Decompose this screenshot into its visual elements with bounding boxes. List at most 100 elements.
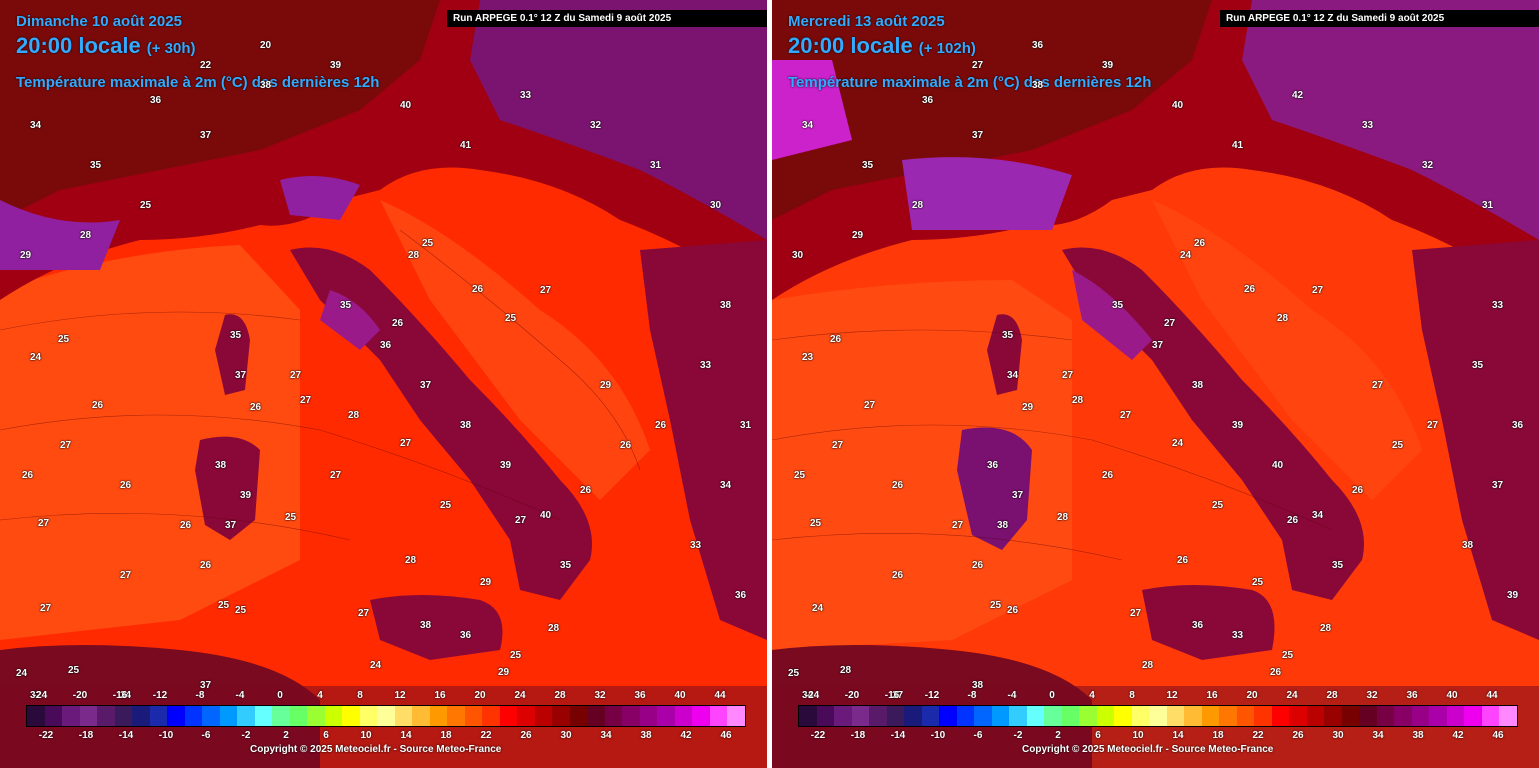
land-balkan-coast [1412,240,1539,640]
sea-temp-label: 27 [300,395,312,406]
land-temp-label: 34 [1007,370,1019,381]
scale-swatch [1306,706,1324,726]
land-balkans-hot [470,0,767,240]
scale-tick-label: -8 [195,690,205,701]
scale-tick-label: -24 [32,690,48,701]
sea-temp-label: 26 [1177,555,1189,566]
scale-tick-label: 12 [394,690,406,701]
sea-temp-label: 27 [540,285,552,296]
scale-swatch [904,706,922,726]
sea-temp-label: 27 [60,440,72,451]
scale-swatch [974,706,992,726]
scale-swatch [1429,706,1447,726]
sea-temp-label: 28 [548,623,560,634]
run-info: Run ARPEGE 0.1° 12 Z du Samedi 9 août 20… [1220,10,1539,27]
scale-tick-label: -12 [924,690,940,701]
sea-patch-adriatic [1152,200,1422,500]
sea-temp-label: 25 [990,600,1002,611]
scale-tick-label: -10 [930,730,946,741]
scale-swatch [132,706,150,726]
scale-tick-label: 16 [1206,690,1218,701]
scale-tick-label: 34 [1372,730,1384,741]
lead-time: (+ 30h) [146,40,196,57]
scale-swatch [886,706,904,726]
land-temp-label: 28 [80,230,92,241]
scale-tick-label: -12 [152,690,168,701]
scale-swatch [1149,706,1167,726]
sea-temp-label: 24 [1180,250,1192,261]
sea-temp-label: 27 [40,603,52,614]
scale-tick-label: -8 [967,690,977,701]
land-temp-label: 22 [200,60,212,71]
sea-temp-label: 25 [218,600,230,611]
scale-tick-label: 26 [520,730,532,741]
scale-swatch [1359,706,1377,726]
land-temp-label: 38 [460,420,472,431]
land-temp-label: 38 [420,620,432,631]
scale-swatch [1061,706,1079,726]
scale-swatch [1464,706,1482,726]
land-temp-label: 42 [1292,90,1304,101]
sea-temp-label: 27 [1062,370,1074,381]
land-temp-label: 35 [560,560,572,571]
land-temp-label: 30 [710,200,722,211]
land-temp-label: 35 [1472,360,1484,371]
land-temp-label: 39 [330,60,342,71]
scale-tick-label: 28 [1326,690,1338,701]
scale-swatch [149,706,167,726]
sea-temp-label: 28 [348,410,360,421]
scale-tick-label: 12 [1166,690,1178,701]
scale-tick-label: -14 [118,730,134,741]
sea-temp-label: 28 [1320,623,1332,634]
time-label: 20:00 locale [16,33,141,58]
scale-swatch [1254,706,1272,726]
land-temp-label: 39 [1232,420,1244,431]
sea-temp-label: 26 [1352,485,1364,496]
land-temp-label: 34 [802,120,814,131]
scale-tick-label: -14 [890,730,906,741]
scale-tick-label: -4 [235,690,245,701]
land-temp-label: 40 [400,100,412,111]
scale-swatch [1324,706,1342,726]
sea-temp-label: 25 [68,665,80,676]
sea-temp-label: 26 [830,334,842,345]
land-temp-label: 36 [150,95,162,106]
scale-tick-label: -4 [1007,690,1017,701]
scale-tick-label: 36 [634,690,646,701]
scale-swatch [1481,706,1499,726]
scale-tick-label: 0 [277,690,283,701]
scale-swatch [604,706,622,726]
land-temp-label: 34 [802,690,814,701]
sea-temp-label: 26 [892,570,904,581]
sea-temp-label: 26 [655,420,667,431]
sea-temp-label: 27 [400,438,412,449]
land-temp-label: 32 [590,120,602,131]
scale-tick-label: 36 [1406,690,1418,701]
scale-swatch [289,706,307,726]
color-scale-bar [26,705,746,727]
scale-tick-label: -24 [804,690,820,701]
sea-temp-label: 26 [1270,667,1282,678]
map-background [772,0,1539,768]
sea-temp-label: 26 [120,480,132,491]
scale-swatch [587,706,605,726]
sea-temp-label: 26 [92,400,104,411]
land-temp-label: 38 [1192,380,1204,391]
land-temp-label: 38 [720,300,732,311]
scale-swatch [342,706,360,726]
land-temp-label: 34 [120,690,132,701]
land-sicily [1142,585,1275,660]
parameter-title: Température maximale à 2m (°C) des derni… [788,74,1152,91]
land-temp-label: 39 [1507,590,1519,601]
sea-temp-label: 26 [180,520,192,531]
land-temp-label: 41 [1232,140,1244,151]
sea-temp-label: 27 [952,520,964,531]
scale-swatch [921,706,939,726]
scale-tick-label: 32 [1366,690,1378,701]
scale-swatch [851,706,869,726]
land-temp-label: 36 [987,460,999,471]
scale-tick-label: 6 [323,730,329,741]
sea-temp-label: 26 [580,485,592,496]
land-temp-label: 36 [380,340,392,351]
sea-temp-label: 27 [1427,420,1439,431]
